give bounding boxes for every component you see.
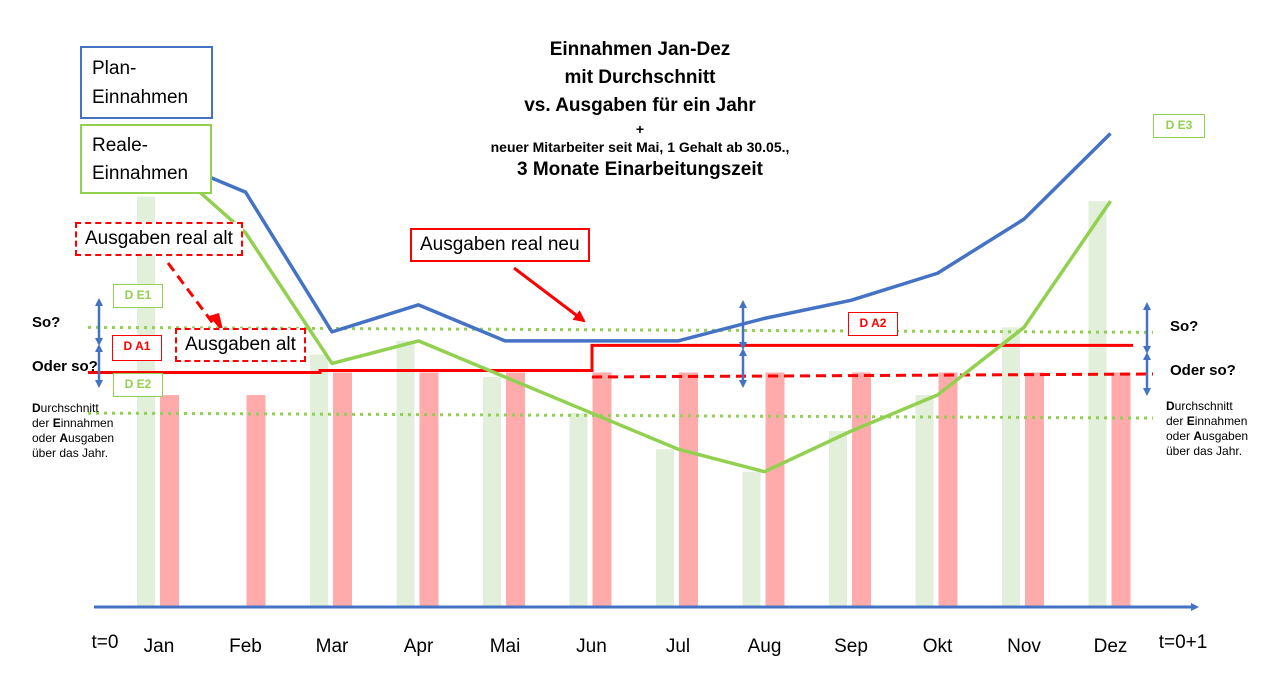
series-line-plan-einnahmen [158,132,1112,343]
note-right: Durchschnitt der Einnahmen oder Ausgaben… [1166,399,1248,459]
x-tick-Sep: Sep [834,636,868,657]
x-tick-Nov: Nov [1007,636,1041,657]
series-line-reale-einnahmen [157,154,1112,474]
axis-end-label: t=0+1 [1158,632,1208,653]
note-left-usgaben: usgaben [68,431,115,445]
chart-title: Einnahmen Jan-Dez mit Durchschnitt vs. A… [380,36,900,184]
income-bar-Jan [137,196,155,607]
note-left-der: der [32,416,53,430]
pointer-ausgaben-real-alt [166,262,217,327]
title-line-4: + [635,121,645,137]
x-tick-Aug: Aug [748,636,782,657]
income-bar-Dez [1088,201,1107,607]
x-tick-Dez: Dez [1094,636,1128,657]
title-line-2: mit Durchschnitt [564,67,716,88]
x-tick-Mar: Mar [316,636,349,657]
expense-bar-Jun [592,372,612,607]
legend-reale-einnahmen: Reale- Einnahmen [80,124,212,194]
expense-bar-Okt [938,372,958,607]
question-oder-so-right: Oder so? [1170,362,1236,379]
expense-bar-Mai [506,372,525,607]
expense-bar-Jan [160,395,179,607]
note-right-usgaben: usgaben [1202,429,1249,443]
tag-d-e3: D E3 [1153,114,1205,138]
legend-real-line-2: Einnahmen [92,163,189,184]
legend-plan-line-2: Einnahmen [92,87,189,108]
note-right-d: D [1166,399,1175,413]
title-line-5: neuer Mitarbeiter seit Mai, 1 Gehalt ab … [490,139,790,155]
note-right-ueber: über das Jahr. [1166,444,1243,458]
note-right-der: der [1166,414,1187,428]
income-bar-Apr [396,340,415,607]
note-right-e: E [1186,414,1195,428]
label-ausgaben-real-alt: Ausgaben real alt [75,222,243,256]
expense-bar-Jul [679,372,698,607]
expense-bar-Aug [765,372,785,607]
title-line-1: Einnahmen Jan-Dez [549,39,731,60]
note-left-ueber: über das Jahr. [32,446,109,460]
note-left-oder: oder [32,431,60,445]
income-bar-Okt [915,395,934,607]
legend-real-line-1: Reale- [92,135,148,156]
x-tick-Jul: Jul [666,636,690,657]
question-so-right: So? [1170,318,1199,335]
ref-line-ausgaben-alt [591,372,1154,379]
note-left: Durchschnitt der Einnahmen oder Ausgaben… [32,401,114,461]
question-so-left: So? [32,314,61,331]
tag-d-a2: D A2 [848,312,898,336]
note-right-oder: oder [1166,429,1194,443]
question-oder-so-left: Oder so? [32,358,98,375]
label-ausgaben-real-neu: Ausgaben real neu [410,228,590,262]
expense-bar-Nov [1025,372,1044,607]
tag-d-e2: D E2 [113,373,163,397]
x-tick-Jan: Jan [144,636,175,657]
note-left-a: A [59,431,69,445]
tag-d-e1: D E1 [113,284,163,308]
income-bar-Aug [742,471,761,607]
note-left-d: D [32,401,41,415]
ref-line-d-e2 [87,411,1154,420]
expense-bar-Sep [852,372,871,607]
expense-bar-Feb [246,395,266,607]
legend-plan-line-1: Plan- [92,58,137,79]
income-bar-Sep [829,431,847,607]
title-line-3: vs. Ausgaben für ein Jahr [524,95,756,116]
note-left-urchschnitt: urchschnitt [40,401,99,415]
expense-line-real [88,343,1133,374]
income-bar-Nov [1002,327,1020,607]
expense-bar-Dez [1111,372,1131,607]
legend-plan-einnahmen: Plan- Einnahmen [80,46,213,119]
axis-start-label: t=0 [91,632,119,653]
x-tick-Apr: Apr [404,636,434,657]
note-right-a: A [1193,429,1203,443]
x-tick-Jun: Jun [576,636,607,657]
income-bar-Mai [483,376,501,607]
tag-d-a1: D A1 [112,335,162,361]
note-right-urchschnitt: urchschnitt [1174,399,1233,413]
expense-bar-Apr [419,372,439,607]
pointer-ausgaben-real-neu [513,266,586,323]
x-tick-Okt: Okt [923,636,953,657]
income-bar-Jun [569,413,588,607]
expense-bar-Mar [333,372,352,607]
label-ausgaben-alt: Ausgaben alt [175,328,306,362]
note-right-innahmen: innahmen [1194,414,1248,428]
note-left-innahmen: innahmen [60,416,114,430]
income-bar-Mar [310,354,328,607]
title-line-6: 3 Monate Einarbeitungszeit [517,159,763,180]
note-left-e: E [52,416,61,430]
x-tick-Feb: Feb [229,636,262,657]
x-tick-Mai: Mai [490,636,521,657]
income-bar-Jul [656,449,674,607]
